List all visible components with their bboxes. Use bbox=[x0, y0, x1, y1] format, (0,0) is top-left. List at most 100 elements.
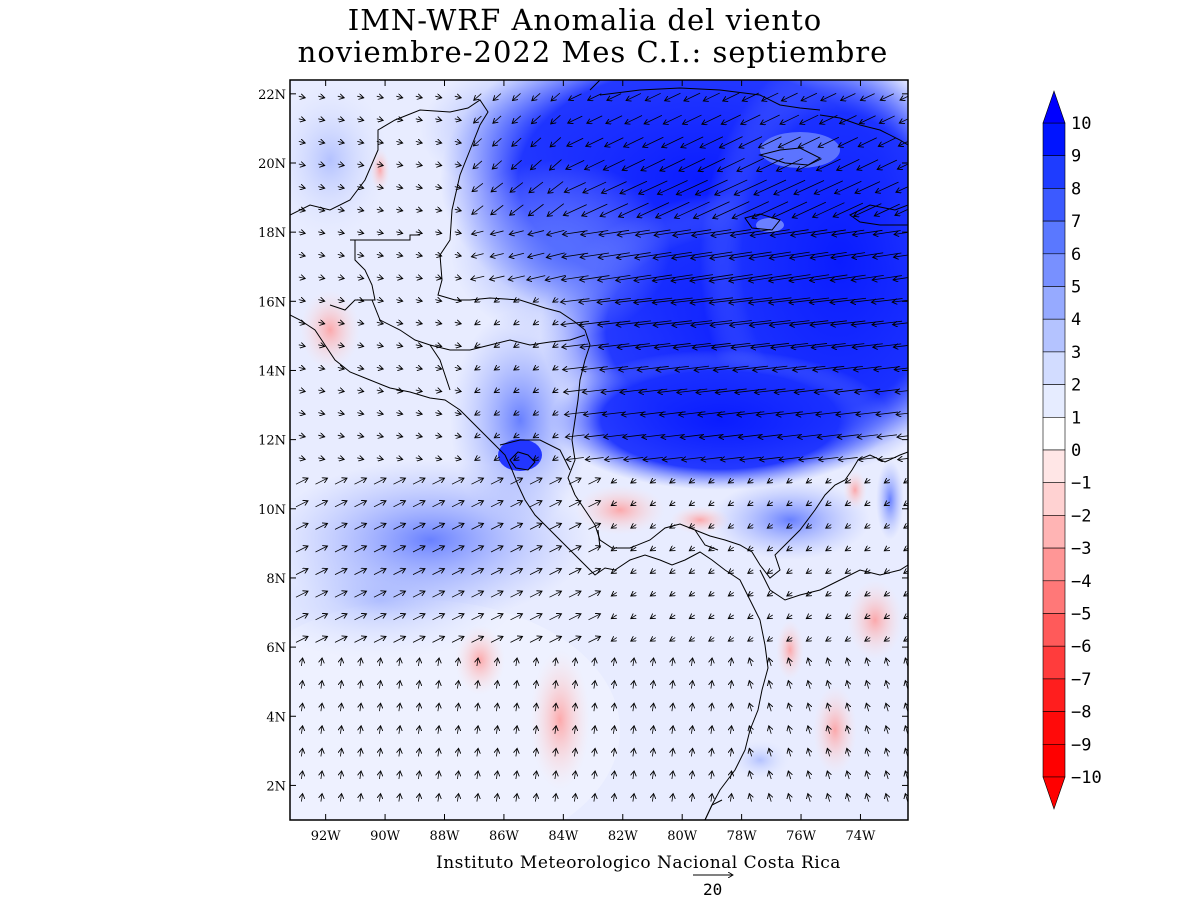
wind-vector bbox=[709, 525, 714, 529]
wind-vector bbox=[748, 479, 753, 483]
wind-vector bbox=[845, 479, 850, 483]
wind-vector bbox=[598, 252, 630, 258]
wind-vector bbox=[904, 525, 908, 529]
wind-vector bbox=[318, 458, 324, 460]
wind-vector bbox=[508, 275, 525, 280]
wind-vector bbox=[315, 636, 328, 643]
wind-vector bbox=[730, 771, 731, 780]
wind-vector bbox=[415, 458, 422, 460]
wind-vector bbox=[475, 344, 480, 348]
wind-vector bbox=[845, 525, 850, 529]
colorbar-label: 2 bbox=[1071, 376, 1081, 396]
wind-vector bbox=[585, 458, 604, 460]
wind-vector bbox=[415, 413, 422, 415]
wind-vector bbox=[886, 794, 888, 802]
wind-vector bbox=[597, 297, 631, 302]
wind-vector bbox=[511, 159, 522, 169]
wind-vector bbox=[696, 388, 728, 393]
wind-vector bbox=[660, 158, 686, 171]
wind-vector bbox=[298, 413, 305, 415]
wind-vector bbox=[471, 254, 484, 257]
wind-vector bbox=[677, 388, 708, 393]
wind-vector bbox=[334, 478, 347, 485]
wind-vector bbox=[865, 502, 870, 506]
wind-vector bbox=[693, 201, 730, 219]
wind-vector bbox=[633, 726, 634, 734]
wind-vector bbox=[645, 92, 661, 100]
wind-vector bbox=[399, 748, 400, 757]
wind-vector bbox=[568, 115, 583, 123]
wind-vector bbox=[298, 96, 305, 98]
wind-vector bbox=[357, 119, 363, 121]
wind-vector bbox=[574, 703, 575, 712]
wind-vector bbox=[670, 547, 675, 551]
wind-vector bbox=[819, 457, 839, 459]
wind-vector bbox=[806, 592, 811, 596]
wind-vector bbox=[490, 591, 503, 598]
wind-vector bbox=[826, 570, 831, 574]
wind-vector bbox=[360, 771, 361, 780]
wind-vector bbox=[535, 726, 536, 734]
wind-vector bbox=[357, 232, 363, 234]
wind-vector bbox=[457, 681, 458, 689]
wind-vector bbox=[298, 322, 305, 324]
wind-vector bbox=[721, 114, 741, 124]
wind-vector bbox=[477, 703, 478, 712]
wind-vector bbox=[496, 681, 497, 689]
wind-vector bbox=[769, 794, 771, 802]
wind-vector bbox=[808, 703, 810, 712]
wind-vector bbox=[826, 615, 831, 619]
wind-vector bbox=[512, 115, 522, 124]
wind-vector bbox=[396, 209, 402, 211]
wind-vector bbox=[631, 502, 636, 506]
wind-vector bbox=[650, 547, 655, 551]
wind-vector bbox=[691, 726, 692, 734]
wind-vector bbox=[415, 367, 422, 369]
wind-vector bbox=[451, 478, 464, 485]
wind-vector bbox=[845, 570, 850, 574]
lon-tick-label: 90W bbox=[370, 829, 401, 844]
wind-vector bbox=[874, 203, 900, 216]
wind-vector bbox=[454, 232, 461, 234]
wind-vector bbox=[759, 457, 781, 460]
wind-vector bbox=[682, 457, 703, 460]
wind-vector bbox=[432, 614, 445, 621]
wind-vector bbox=[757, 158, 784, 171]
wind-vector bbox=[490, 276, 505, 279]
wind-vector bbox=[709, 547, 714, 551]
wind-vector bbox=[529, 478, 542, 485]
wind-vector bbox=[594, 794, 595, 802]
wind-vector bbox=[588, 501, 601, 508]
colorbar-label: 7 bbox=[1071, 212, 1081, 232]
colorbar-segment bbox=[1042, 449, 1066, 484]
wind-vector bbox=[471, 546, 484, 553]
wind-vector bbox=[719, 136, 743, 148]
wind-vector bbox=[318, 141, 324, 143]
wind-vector bbox=[340, 794, 341, 802]
wind-vector bbox=[665, 92, 681, 101]
wind-vector bbox=[813, 365, 845, 370]
colorbar-segment bbox=[1042, 580, 1066, 614]
wind-vector bbox=[753, 365, 788, 370]
wind-vector bbox=[471, 636, 484, 643]
wind-vector bbox=[454, 458, 461, 460]
lat-tick-label: 12N bbox=[258, 434, 286, 449]
wind-vector bbox=[730, 726, 731, 734]
wind-vector bbox=[516, 748, 517, 757]
wind-vector bbox=[435, 277, 441, 279]
wind-vector bbox=[749, 703, 751, 712]
wind-vector bbox=[631, 525, 636, 529]
lon-tick-label: 74W bbox=[846, 829, 877, 844]
wind-vector bbox=[684, 92, 701, 101]
wind-vector bbox=[435, 322, 441, 324]
wind-vector bbox=[652, 794, 653, 802]
wind-vector bbox=[454, 413, 461, 415]
wind-vector bbox=[415, 119, 422, 121]
wind-vector bbox=[767, 525, 772, 529]
wind-vector bbox=[788, 771, 790, 780]
wind-vector bbox=[360, 794, 361, 802]
wind-vector bbox=[603, 159, 625, 170]
wind-vector bbox=[412, 614, 425, 621]
wind-vector bbox=[318, 345, 324, 347]
wind-vector bbox=[301, 748, 302, 757]
